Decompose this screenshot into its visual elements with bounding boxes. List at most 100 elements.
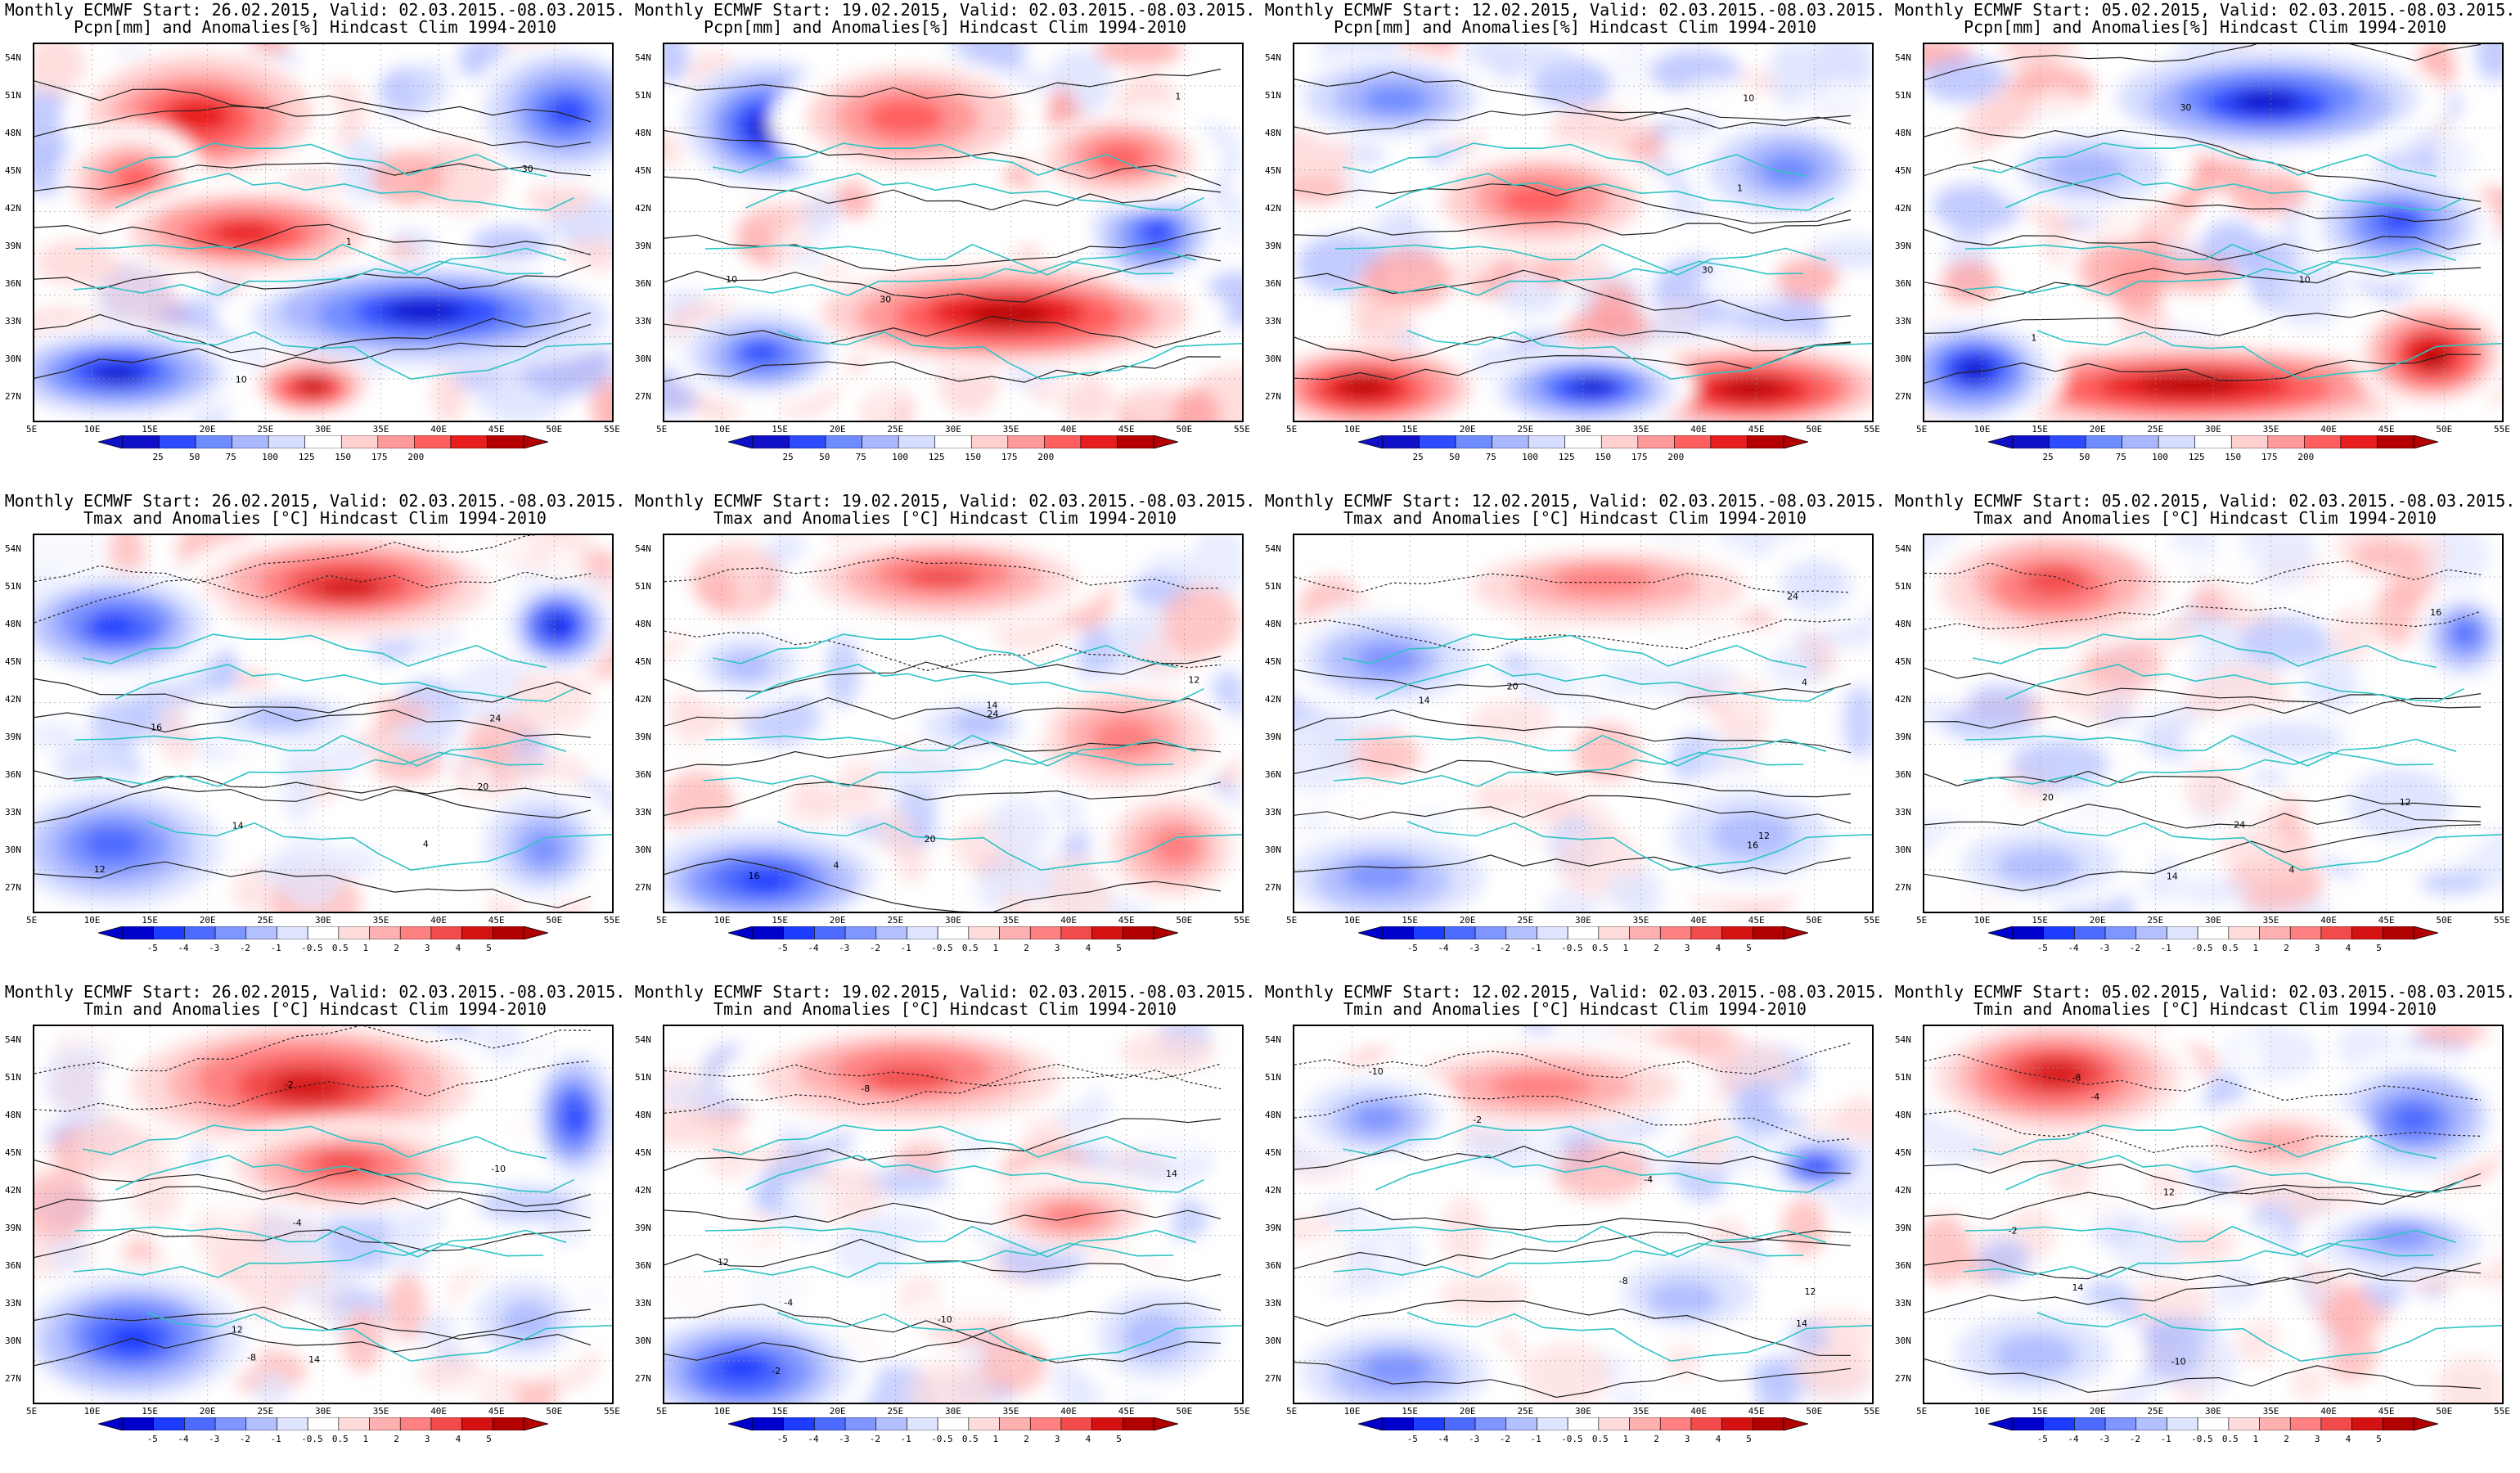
colorbar-tick-label: 4 xyxy=(1715,943,1721,953)
lat-tick-label: 39N xyxy=(5,732,21,742)
lat-tick-label: 33N xyxy=(5,807,21,818)
colorbar-tick-label: 0.5 xyxy=(1591,943,1609,953)
contour-label: 10 xyxy=(726,274,737,285)
lon-tick-label: 20E xyxy=(829,424,846,435)
lat-tick-label: 54N xyxy=(1895,52,1911,63)
lon-tick-label: 15E xyxy=(142,424,159,435)
colorbar xyxy=(1358,1417,1808,1430)
climatology-contours xyxy=(1294,71,1852,381)
colorbar xyxy=(1358,926,1808,939)
panel-title-line1: Monthly ECMWF Start: 26.02.2015, Valid: … xyxy=(4,0,626,20)
lat-tick-label: 48N xyxy=(635,1110,651,1120)
colorbar-tick-label: 150 xyxy=(1595,452,1612,462)
colorbar-tick-label: 3 xyxy=(1054,943,1060,953)
colorbar-tick-label: 100 xyxy=(1522,452,1539,462)
contour-label: 4 xyxy=(1802,678,1807,688)
panel-title: Monthly ECMWF Start: 12.02.2015, Valid: … xyxy=(1260,984,1890,1018)
colorbar-tick-label: 5 xyxy=(2376,1434,2382,1444)
climatology-contours xyxy=(1924,1053,2482,1394)
lon-tick-label: 35E xyxy=(1002,1406,1019,1417)
contour-label: 14 xyxy=(308,1354,320,1365)
climatology-contours xyxy=(34,80,592,379)
climatology-contours xyxy=(1294,573,1852,875)
graticule xyxy=(664,1026,1242,1403)
panel-title-line2: Pcpn[mm] and Anomalies[%] Hindcast Clim … xyxy=(73,17,556,37)
lat-tick-label: 39N xyxy=(635,732,651,742)
contour-label: 1 xyxy=(1175,91,1181,101)
lon-tick-label: 55E xyxy=(1234,424,1250,435)
graticule xyxy=(1924,535,2502,912)
map-panel-pcpn-2: Monthly ECMWF Start: 19.02.2015, Valid: … xyxy=(630,0,1260,491)
map-panel-tmax-2: Monthly ECMWF Start: 19.02.2015, Valid: … xyxy=(630,491,1260,982)
coastlines xyxy=(1333,142,1872,381)
panel-title-line2: Tmin and Anomalies [°C] Hindcast Clim 19… xyxy=(1343,999,1807,1019)
lat-tick-label: 42N xyxy=(1265,203,1281,214)
lat-tick-label: 54N xyxy=(1265,1034,1281,1045)
colorbar-tick-label: 125 xyxy=(2188,452,2205,462)
lat-tick-label: 33N xyxy=(635,1298,651,1309)
lat-tick-label: 45N xyxy=(5,656,21,667)
lat-tick-label: 54N xyxy=(635,1034,651,1045)
colorbar-tick-label: 100 xyxy=(262,452,279,462)
colorbar-tick-label: -0.5 xyxy=(301,1434,323,1444)
anomaly-field xyxy=(664,535,1242,912)
colorbar-tick-label: -4 xyxy=(1438,1434,1449,1444)
panel-title-line1: Monthly ECMWF Start: 26.02.2015, Valid: … xyxy=(4,982,626,1002)
colorbar-tick-label: 200 xyxy=(407,452,425,462)
colorbar-tick-label: 50 xyxy=(1449,452,1460,462)
colorbar-tick-label: -4 xyxy=(2068,1434,2079,1444)
lat-tick-label: 54N xyxy=(5,52,21,63)
lon-tick-label: 30E xyxy=(315,915,331,926)
lat-tick-label: 30N xyxy=(5,354,21,364)
map-area: 4 12 14 16 20 24 xyxy=(663,534,1244,913)
colorbar-tick-label: 100 xyxy=(2152,452,2169,462)
lon-tick-label: 10E xyxy=(1343,1406,1361,1417)
graticule xyxy=(664,535,1242,912)
climatology-contours xyxy=(34,1026,592,1367)
lon-tick-label: 10E xyxy=(713,1406,731,1417)
panel-title: Monthly ECMWF Start: 26.02.2015, Valid: … xyxy=(0,2,630,36)
lat-tick-label: 27N xyxy=(1895,882,1911,893)
lon-tick-label: 10E xyxy=(713,915,731,926)
lat-tick-label: 51N xyxy=(1265,90,1281,101)
lon-tick-label: 30E xyxy=(1575,915,1591,926)
lat-tick-label: 45N xyxy=(1895,656,1911,667)
lat-tick-label: 42N xyxy=(1895,1185,1911,1196)
colorbar-tick-label: -3 xyxy=(209,943,220,953)
contour-label: 24 xyxy=(489,714,501,724)
lat-tick-label: 30N xyxy=(5,845,21,855)
contour-label: 30 xyxy=(2180,102,2191,113)
lat-tick-label: 36N xyxy=(5,278,21,289)
lat-tick-label: 27N xyxy=(635,882,651,893)
colorbar-tick-label: 4 xyxy=(1715,1434,1721,1444)
contour-label: 10 xyxy=(236,375,247,385)
map-panel-pcpn-4: Monthly ECMWF Start: 05.02.2015, Valid: … xyxy=(1890,0,2520,491)
contour-label: 24 xyxy=(988,709,999,719)
colorbar-tick-label: -1 xyxy=(2160,943,2171,953)
lon-tick-label: 10E xyxy=(83,424,101,435)
lat-tick-label: 39N xyxy=(635,1223,651,1233)
contour-label: 1 xyxy=(346,236,352,247)
colorbar-tick-label: 200 xyxy=(2297,452,2315,462)
lon-tick-label: 40E xyxy=(1060,915,1078,926)
anomaly-field xyxy=(1924,44,2502,421)
map-area: 4 12 14 16 20 24 xyxy=(1293,534,1874,913)
graticule xyxy=(1924,1026,2502,1403)
colorbar-tick-label: 25 xyxy=(2042,452,2054,462)
panel-title: Monthly ECMWF Start: 12.02.2015, Valid: … xyxy=(1260,493,1890,527)
lat-tick-label: 45N xyxy=(635,656,651,667)
lon-tick-label: 20E xyxy=(2089,915,2106,926)
panel-title: Monthly ECMWF Start: 19.02.2015, Valid: … xyxy=(630,2,1260,36)
lat-tick-label: 42N xyxy=(1895,203,1911,214)
lat-tick-label: 30N xyxy=(1895,845,1911,855)
lon-tick-label: 20E xyxy=(829,1406,846,1417)
colorbar-tick-label: -5 xyxy=(2036,1434,2048,1444)
lon-tick-label: 15E xyxy=(2032,424,2049,435)
colorbar-tick-label: -3 xyxy=(2099,943,2110,953)
lon-tick-label: 30E xyxy=(945,1406,961,1417)
climatology-contours xyxy=(1924,44,2482,384)
lon-tick-label: 35E xyxy=(1002,915,1019,926)
contour-label: 12 xyxy=(718,1257,729,1268)
colorbar-tick-label: 4 xyxy=(2345,943,2351,953)
anomaly-field xyxy=(1294,535,1872,912)
